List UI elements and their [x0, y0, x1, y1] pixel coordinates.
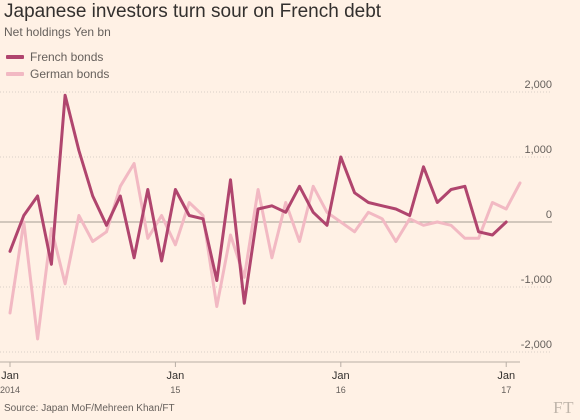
y-tick-label: -1,000 — [521, 274, 552, 286]
x-tick-label: Jan — [497, 370, 515, 382]
y-tick-label: 1,000 — [524, 144, 552, 156]
ft-logo: FT — [553, 398, 574, 417]
source-note: Source: Japan MoF/Mehreen Khan/FT — [4, 403, 175, 414]
x-tick-label: Jan — [332, 370, 350, 382]
legend-item-german: German bonds — [6, 65, 109, 82]
x-tick-year-label: 15 — [170, 385, 180, 395]
legend: French bonds German bonds — [6, 48, 109, 82]
y-tick-label: -2,000 — [521, 339, 552, 351]
series-line-german-bonds — [8, 162, 522, 341]
x-tick-label: Jan — [1, 370, 19, 382]
legend-item-french: French bonds — [6, 48, 109, 65]
legend-label-french: French bonds — [30, 49, 104, 64]
x-tick-year-label: 16 — [336, 385, 346, 395]
x-tick-year-label: 2014 — [0, 385, 20, 395]
x-tick-year-label: 17 — [501, 385, 511, 395]
chart-subtitle: Net holdings Yen bn — [4, 25, 111, 39]
legend-label-german: German bonds — [30, 66, 110, 81]
series-line-french-bonds — [8, 93, 508, 305]
legend-swatch-french — [6, 54, 24, 59]
y-tick-label: 0 — [546, 209, 552, 221]
chart-title: Japanese investors turn sour on French d… — [4, 1, 382, 22]
legend-swatch-german — [6, 71, 24, 76]
x-tick-label: Jan — [167, 370, 185, 382]
y-tick-label: 2,000 — [524, 79, 552, 91]
